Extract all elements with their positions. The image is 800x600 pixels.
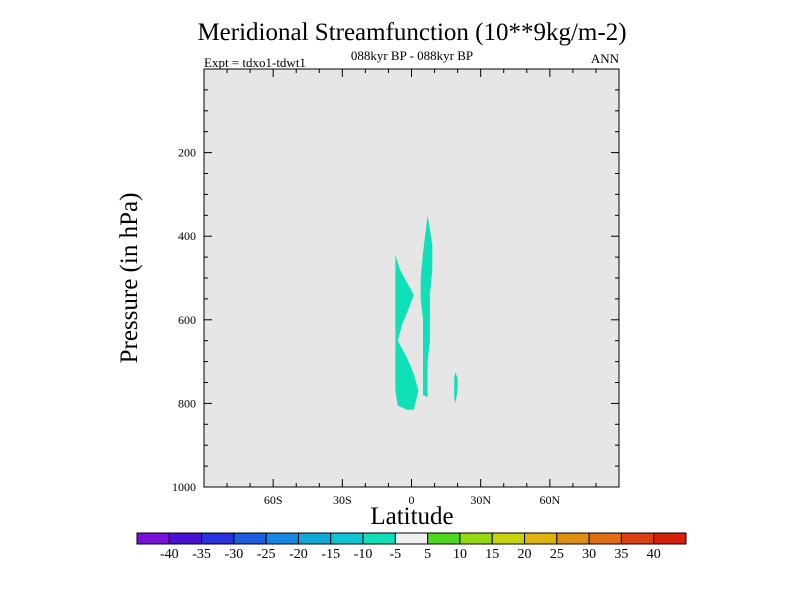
y-tick-label: 600 [178,313,196,327]
x-axis-label: Latitude [370,503,453,530]
colorbar-box [330,532,364,545]
colorbar-label: -5 [390,547,402,562]
colorbar-label: -25 [257,547,276,562]
colorbar-box [297,532,332,545]
colorbar-label: 35 [614,547,628,562]
y-tick-label: 1000 [172,480,196,494]
season-label: ANN [591,51,620,66]
colorbar-label: 30 [582,547,596,562]
colorbar-label: -15 [321,547,340,562]
colorbar-box [394,532,429,545]
colorbar-label: -40 [160,547,179,562]
y-tick-label: 200 [178,146,196,160]
colorbar-label: 20 [518,547,532,562]
colorbar-labels: -40 -35 -30 -25 -20 -15 -10 -5 5 10 15 20 25 30 35 40 [160,547,661,562]
x-tick-label: 0 [409,493,415,507]
plot-area [204,69,619,487]
chart-subtitle: 088kyr BP - 088kyr BP [351,48,473,63]
contour-fills [395,215,458,410]
colorbar-box [233,532,267,545]
contour-region-2 [454,372,458,404]
colorbar-box [588,532,622,545]
contour-region-0 [395,255,419,410]
colorbar-label: -35 [192,547,211,562]
colorbar-label: -20 [289,547,308,562]
colorbar [136,532,687,545]
x-tick-label: 30S [333,493,352,507]
colorbar-box [459,532,493,545]
colorbar-label: -10 [354,547,373,562]
colorbar-box [136,532,170,545]
colorbar-label: 25 [550,547,564,562]
x-tick-label: 60N [539,493,560,507]
colorbar-label: 10 [453,547,467,562]
y-axis-label: Pressure (in hPa) [116,193,143,364]
colorbar-label: -30 [225,547,244,562]
colorbar-box [653,532,687,545]
colorbar-box [265,532,299,545]
colorbar-label: 15 [485,547,499,562]
colorbar-box [620,532,655,545]
x-tick-label: 60S [264,493,283,507]
colorbar-box [491,532,526,545]
experiment-label: Expt = tdxo1-tdwt1 [204,55,306,70]
y-tick-label: 800 [178,396,196,410]
colorbar-box [524,532,558,545]
colorbar-box [201,532,235,545]
plot-frame [203,68,620,488]
colorbar-box [556,532,590,545]
contour-region-1 [420,215,433,398]
y-tick-labels: 200 400 600 800 1000 [172,146,196,494]
colorbar-label: 5 [424,547,431,562]
x-tick-labels: 60S 30S 0 30N 60N [264,493,561,507]
colorbar-box [168,532,203,545]
chart-title: Meridional Streamfunction (10**9kg/m-2) [197,19,626,46]
x-tick-label: 30N [470,493,491,507]
colorbar-box [427,532,461,545]
colorbar-label: 40 [647,547,661,562]
y-tick-label: 400 [178,229,196,243]
colorbar-box [362,532,396,545]
